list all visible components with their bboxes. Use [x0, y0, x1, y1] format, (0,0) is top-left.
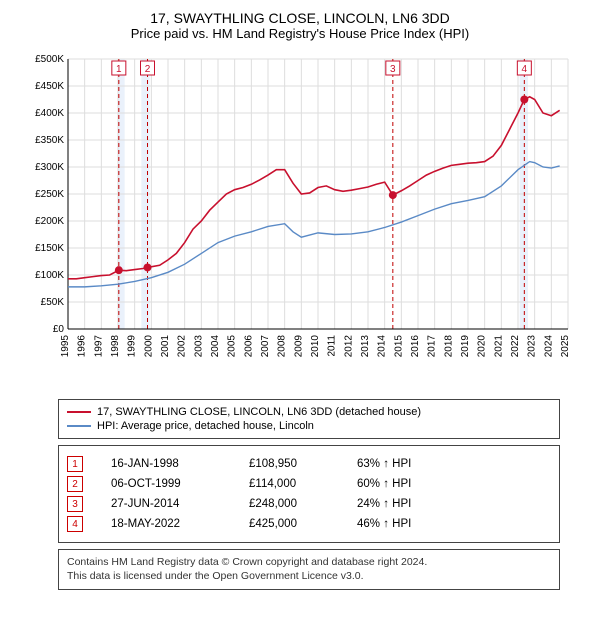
svg-text:2000: 2000 [143, 335, 154, 358]
svg-text:2004: 2004 [210, 335, 221, 358]
svg-text:£450K: £450K [35, 81, 64, 92]
sale-number-box: 4 [67, 516, 83, 532]
sale-price: £248,000 [249, 498, 329, 510]
svg-text:1995: 1995 [60, 335, 71, 358]
sale-date: 18-MAY-2022 [111, 518, 221, 530]
svg-text:£300K: £300K [35, 162, 64, 173]
svg-text:2013: 2013 [360, 335, 371, 358]
sale-diff: 60% ↑ HPI [357, 478, 551, 490]
sale-date: 06-OCT-1999 [111, 478, 221, 490]
svg-text:2014: 2014 [377, 335, 388, 358]
svg-text:£400K: £400K [35, 108, 64, 119]
price-chart: £0 £50K £100K £150K £200K £250K £300K £350K £400… [20, 49, 580, 389]
svg-text:£200K: £200K [35, 216, 64, 227]
svg-text:£0: £0 [53, 324, 65, 335]
svg-text:1997: 1997 [93, 335, 104, 358]
svg-text:2010: 2010 [310, 335, 321, 358]
svg-text:3: 3 [390, 64, 396, 75]
footnote-line: Contains HM Land Registry data © Crown c… [67, 556, 551, 570]
legend-label: 17, SWAYTHLING CLOSE, LINCOLN, LN6 3DD (… [97, 406, 421, 418]
legend-box: 17, SWAYTHLING CLOSE, LINCOLN, LN6 3DD (… [58, 399, 560, 439]
svg-text:2019: 2019 [460, 335, 471, 358]
svg-text:2008: 2008 [277, 335, 288, 358]
sale-date: 16-JAN-1998 [111, 458, 221, 470]
sale-price: £108,950 [249, 458, 329, 470]
svg-text:2023: 2023 [527, 335, 538, 358]
svg-text:2002: 2002 [177, 335, 188, 358]
sales-table: 1 16-JAN-1998 £108,950 63% ↑ HPI 2 06-OC… [58, 445, 560, 543]
table-row: 2 06-OCT-1999 £114,000 60% ↑ HPI [67, 476, 551, 492]
svg-text:2: 2 [145, 64, 151, 75]
svg-text:2021: 2021 [493, 335, 504, 358]
table-row: 3 27-JUN-2014 £248,000 24% ↑ HPI [67, 496, 551, 512]
svg-text:£50K: £50K [41, 297, 65, 308]
footnote-line: This data is licensed under the Open Gov… [67, 570, 551, 584]
sale-number-box: 1 [67, 456, 83, 472]
svg-text:2003: 2003 [193, 335, 204, 358]
sale-price: £114,000 [249, 478, 329, 490]
svg-text:2025: 2025 [560, 335, 571, 358]
sale-diff: 24% ↑ HPI [357, 498, 551, 510]
svg-text:2012: 2012 [343, 335, 354, 358]
svg-text:£100K: £100K [35, 270, 64, 281]
svg-text:2022: 2022 [510, 335, 521, 358]
svg-text:£250K: £250K [35, 189, 64, 200]
page-subtitle: Price paid vs. HM Land Registry's House … [10, 26, 590, 41]
sale-price: £425,000 [249, 518, 329, 530]
svg-text:2011: 2011 [327, 335, 338, 357]
svg-text:2024: 2024 [543, 335, 554, 358]
svg-text:2001: 2001 [160, 335, 171, 358]
svg-text:2016: 2016 [410, 335, 421, 358]
svg-text:2015: 2015 [393, 335, 404, 358]
svg-text:2017: 2017 [427, 335, 438, 358]
sale-date: 27-JUN-2014 [111, 498, 221, 510]
page-title: 17, SWAYTHLING CLOSE, LINCOLN, LN6 3DD [10, 10, 590, 26]
svg-text:2018: 2018 [443, 335, 454, 358]
sale-number-box: 2 [67, 476, 83, 492]
footnote-box: Contains HM Land Registry data © Crown c… [58, 549, 560, 590]
svg-text:£150K: £150K [35, 243, 64, 254]
sale-diff: 63% ↑ HPI [357, 458, 551, 470]
legend-item-price-paid: 17, SWAYTHLING CLOSE, LINCOLN, LN6 3DD (… [67, 406, 551, 418]
svg-text:1999: 1999 [127, 335, 138, 358]
svg-text:1996: 1996 [77, 335, 88, 358]
svg-text:2009: 2009 [293, 335, 304, 358]
sale-diff: 46% ↑ HPI [357, 518, 551, 530]
svg-text:£350K: £350K [35, 135, 64, 146]
legend-item-hpi: HPI: Average price, detached house, Linc… [67, 420, 551, 432]
svg-text:1998: 1998 [110, 335, 121, 358]
svg-text:2020: 2020 [477, 335, 488, 358]
svg-text:2006: 2006 [243, 335, 254, 358]
svg-text:2007: 2007 [260, 335, 271, 358]
svg-text:4: 4 [522, 64, 528, 75]
sale-number-box: 3 [67, 496, 83, 512]
table-row: 1 16-JAN-1998 £108,950 63% ↑ HPI [67, 456, 551, 472]
svg-text:2005: 2005 [227, 335, 238, 358]
svg-text:£500K: £500K [35, 54, 64, 65]
legend-label: HPI: Average price, detached house, Linc… [97, 420, 314, 432]
table-row: 4 18-MAY-2022 £425,000 46% ↑ HPI [67, 516, 551, 532]
svg-text:1: 1 [116, 64, 122, 75]
